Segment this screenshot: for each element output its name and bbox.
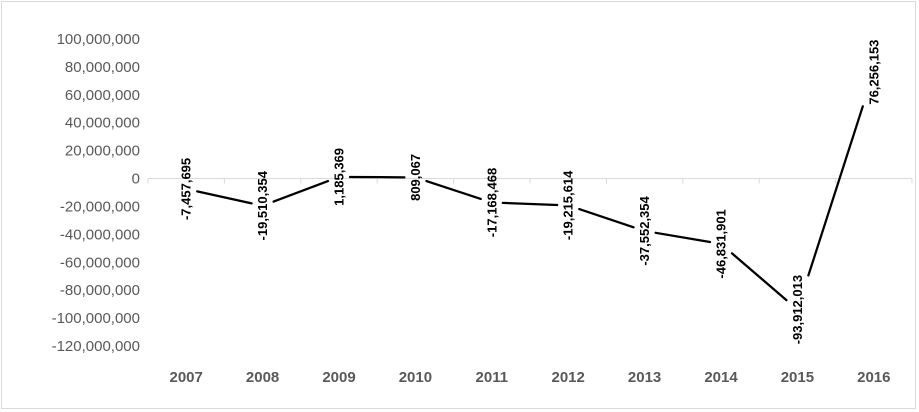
data-label: -17,168,468: [484, 168, 499, 237]
data-label: 1,185,369: [332, 148, 347, 206]
y-tick-label: 20,000,000: [65, 143, 140, 160]
y-tick-label: -80,000,000: [60, 282, 140, 299]
data-label: -19,215,614: [561, 170, 576, 240]
x-tick-label: 2008: [246, 369, 279, 386]
x-tick-label: 2009: [322, 369, 355, 386]
data-label: -93,912,013: [790, 275, 805, 344]
x-tick-label: 2010: [399, 369, 432, 386]
data-label: -37,552,354: [637, 195, 652, 265]
x-axis-ticks: 2007 2008 2009 2010 2011 2012 2013 2014 2015 2016: [170, 369, 891, 386]
x-tick-label: 2012: [552, 369, 585, 386]
series-segment: [425, 179, 482, 201]
x-tick-label: 2007: [170, 369, 203, 386]
series-segment: [578, 207, 635, 229]
series-line: [196, 105, 864, 302]
x-tick-label: 2011: [476, 369, 509, 386]
data-label: -7,457,695: [179, 158, 194, 220]
y-tick-label: 100,000,000: [57, 31, 140, 48]
x-tick-label: 2015: [781, 369, 814, 386]
y-tick-label: 60,000,000: [65, 87, 140, 104]
data-label: 809,067: [408, 154, 423, 201]
series-segment: [272, 179, 330, 203]
series-segment: [196, 190, 253, 205]
y-tick-label: -60,000,000: [60, 254, 140, 271]
x-tick-label: 2014: [704, 369, 738, 386]
data-labels: -7,457,695 -19,510,354 1,185,369 809,067 -17…: [179, 40, 882, 345]
y-axis-ticks: 100,000,000 80,000,000 60,000,000 40,000,00…: [52, 31, 140, 355]
x-tick-label: 2016: [857, 369, 890, 386]
x-axis: [147, 178, 913, 184]
y-tick-label: 40,000,000: [65, 115, 140, 132]
y-tick-label: 80,000,000: [65, 59, 140, 76]
series-segment: [807, 105, 864, 277]
series-segment: [730, 252, 788, 302]
x-tick-label: 2013: [628, 369, 661, 386]
data-label: -46,831,901: [714, 209, 729, 278]
series-segment: [654, 231, 712, 244]
y-tick-label: -20,000,000: [60, 198, 140, 215]
y-tick-label: -40,000,000: [60, 226, 140, 243]
y-tick-label: -100,000,000: [52, 310, 140, 327]
data-label: 76,256,153: [866, 40, 881, 105]
series-segment: [501, 201, 559, 207]
y-tick-label: -120,000,000: [52, 338, 140, 355]
data-label: -19,510,354: [255, 170, 270, 240]
y-tick-label: 0: [132, 171, 140, 188]
